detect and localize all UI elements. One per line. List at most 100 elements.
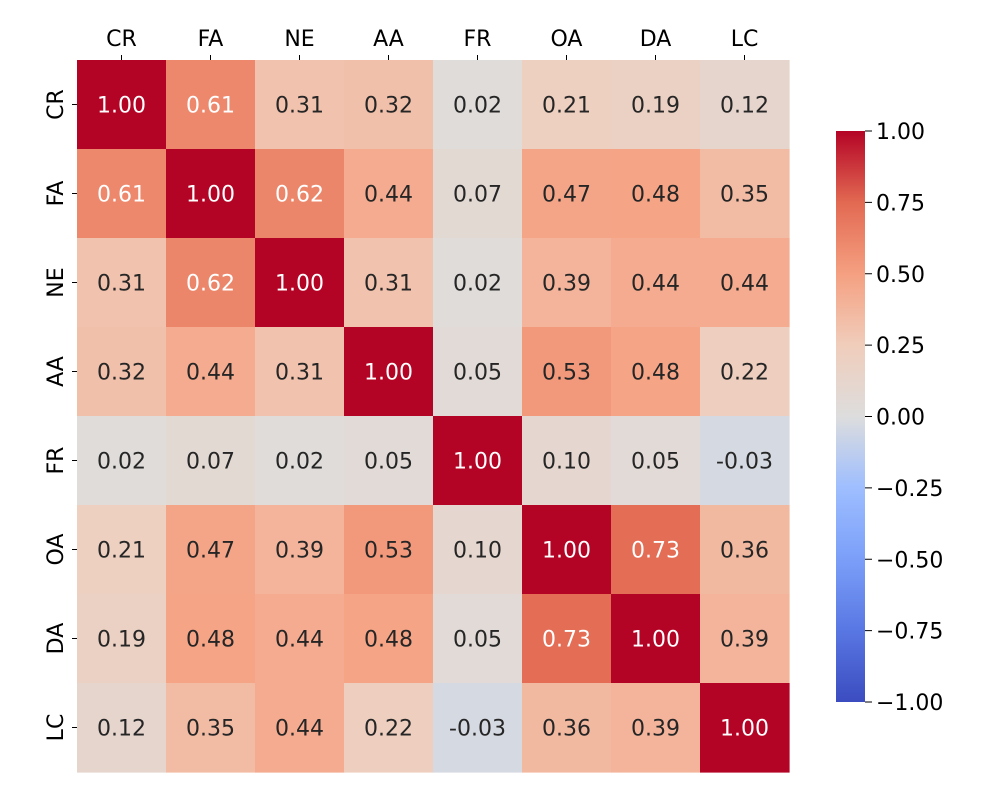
heatmap-cell-ne-ne <box>255 238 345 328</box>
heatmap-cell-cr-aa <box>344 60 434 150</box>
cell-value-label: 0.05 <box>453 628 502 653</box>
heatmap-cell-lc-fa <box>166 683 256 773</box>
heatmap-cell-aa-fr <box>433 327 523 417</box>
cell-value-label: 0.48 <box>186 628 235 653</box>
cell-value-label: 0.32 <box>97 361 146 386</box>
cell-value-label: 1.00 <box>453 450 502 475</box>
heatmap-cell-cr-ne <box>255 60 345 150</box>
heatmap-cell-ne-cr <box>77 238 167 328</box>
heatmap-cell-cr-lc <box>700 60 790 150</box>
heatmap-cell-fr-fa <box>166 416 256 506</box>
heatmap-cell-da-fa <box>166 594 256 684</box>
heatmap-cell-oa-ne <box>255 505 345 595</box>
heatmap-cell-lc-da <box>611 683 701 773</box>
cell-value-label: 0.07 <box>186 450 235 475</box>
cell-value-label: 0.07 <box>453 183 502 208</box>
cell-value-label: 0.39 <box>720 628 769 653</box>
heatmap-cell-aa-ne <box>255 327 345 417</box>
heatmap-cell-fr-ne <box>255 416 345 506</box>
y-tick-label-cr: CR <box>44 89 69 120</box>
heatmap-cell-fr-cr <box>77 416 167 506</box>
cell-value-label: 0.32 <box>364 94 413 119</box>
cell-value-label: 0.44 <box>275 717 324 742</box>
heatmap-cell-da-oa <box>522 594 612 684</box>
cell-value-label: 0.22 <box>364 717 413 742</box>
cell-value-label: 1.00 <box>275 272 324 297</box>
heatmap-cell-lc-oa <box>522 683 612 773</box>
heatmap-cell-lc-aa <box>344 683 434 773</box>
y-tick-label-aa: AA <box>44 356 69 387</box>
cell-value-label: 1.00 <box>97 94 146 119</box>
x-tick-label-ne: NE <box>284 27 314 52</box>
heatmap-cell-da-ne <box>255 594 345 684</box>
cell-value-label: 0.39 <box>631 717 680 742</box>
cell-annotations: 1.00 0.61 0.31 0.32 0.02 0.21 0.19 0.12 0.61 1.00… <box>97 94 773 742</box>
heatmap-cell-ne-aa <box>344 238 434 328</box>
y-tick-label-fr: FR <box>44 447 69 475</box>
x-tick-label-oa: OA <box>551 27 583 52</box>
heatmap-cell-ne-fr <box>433 238 523 328</box>
cell-value-label: 0.61 <box>186 94 235 119</box>
cell-value-label: 0.05 <box>364 450 413 475</box>
cell-value-label: 1.00 <box>186 183 235 208</box>
heatmap-cell-aa-da <box>611 327 701 417</box>
x-tick-label-cr: CR <box>106 27 137 52</box>
cell-value-label: 0.48 <box>631 361 680 386</box>
cell-value-label: 0.12 <box>97 717 146 742</box>
cell-value-label: 0.19 <box>631 94 680 119</box>
colorbar-tick-label: −0.25 <box>876 477 943 502</box>
x-tick-label-fr: FR <box>464 27 492 52</box>
heatmap-cell-oa-oa <box>522 505 612 595</box>
heatmap-cell-da-fr <box>433 594 523 684</box>
cell-value-label: 1.00 <box>720 717 769 742</box>
x-tick-label-aa: AA <box>373 27 404 52</box>
heatmap-cell-lc-fr <box>433 683 523 773</box>
y-tick-label-da: DA <box>44 623 69 655</box>
heatmap-cell-cr-da <box>611 60 701 150</box>
heatmap-cell-fr-oa <box>522 416 612 506</box>
cell-value-label: 0.31 <box>364 272 413 297</box>
heatmap-cell-fa-ne <box>255 149 345 239</box>
cell-value-label: 0.62 <box>275 183 324 208</box>
cell-value-label: 0.02 <box>275 450 324 475</box>
heatmap-cell-fa-fr <box>433 149 523 239</box>
cell-value-label: -0.03 <box>449 717 506 742</box>
y-tick-label-fa: FA <box>44 181 69 207</box>
cell-value-label: 0.36 <box>720 539 769 564</box>
cell-value-label: 0.10 <box>453 539 502 564</box>
colorbar-tick-label: −1.00 <box>876 691 943 716</box>
cell-value-label: 0.21 <box>97 539 146 564</box>
cell-value-label: 0.47 <box>186 539 235 564</box>
cell-value-label: 1.00 <box>631 628 680 653</box>
heatmap-cell-fa-cr <box>77 149 167 239</box>
cell-value-label: 0.53 <box>364 539 413 564</box>
cell-value-label: 0.02 <box>453 94 502 119</box>
heatmap-cell-da-aa <box>344 594 434 684</box>
colorbar: 1.00 0.75 0.50 0.25 0.00 −0.25 −0.50 −0.75 −1.00 <box>836 120 943 716</box>
heatmap-cell-oa-fr <box>433 505 523 595</box>
cell-value-label: 0.22 <box>720 361 769 386</box>
heatmap-cell-cr-cr <box>77 60 167 150</box>
cell-value-label: 0.12 <box>720 94 769 119</box>
cell-value-label: 0.62 <box>186 272 235 297</box>
heatmap-cell-ne-lc <box>700 238 790 328</box>
cell-value-label: 0.05 <box>631 450 680 475</box>
x-tick-label-lc: LC <box>731 27 759 52</box>
cell-value-label: 0.44 <box>186 361 235 386</box>
heatmap-cell-oa-lc <box>700 505 790 595</box>
heatmap-cell-aa-lc <box>700 327 790 417</box>
heatmap-cell-ne-da <box>611 238 701 328</box>
cell-value-label: 0.10 <box>542 450 591 475</box>
heatmap-cell-fa-da <box>611 149 701 239</box>
heatmap-cell-da-da <box>611 594 701 684</box>
heatmap-cell-oa-da <box>611 505 701 595</box>
colorbar-tick-label: 1.00 <box>876 120 925 145</box>
cell-value-label: 1.00 <box>542 539 591 564</box>
heatmap-cell-fr-aa <box>344 416 434 506</box>
cell-value-label: 0.35 <box>720 183 769 208</box>
cell-value-label: 0.21 <box>542 94 591 119</box>
x-tick-label-da: DA <box>640 27 672 52</box>
heatmap-cell-ne-fa <box>166 238 256 328</box>
x-tick-label-fa: FA <box>198 27 224 52</box>
